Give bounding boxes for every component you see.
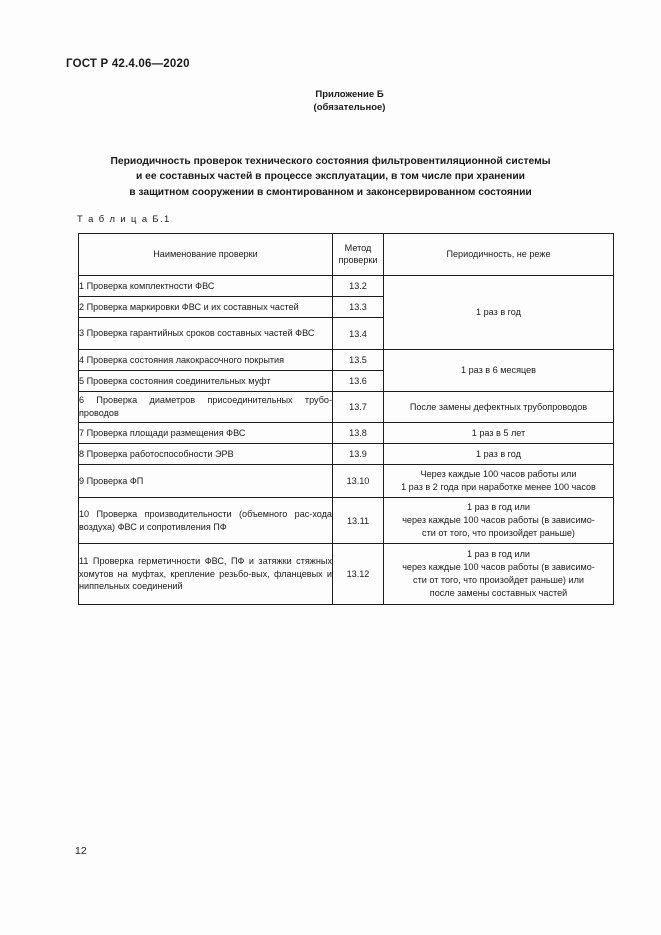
column-header-method-line-2: проверки: [338, 254, 378, 265]
appendix-label: Приложение Б: [315, 89, 384, 100]
check-method: 13.8: [332, 422, 384, 444]
table-row: 10 Проверка производительности (объемног…: [78, 497, 614, 544]
check-method: 13.2: [332, 275, 384, 297]
check-name: 8 Проверка работоспособности ЭРВ: [78, 443, 333, 465]
table-row: 3 Проверка гарантийных сроков составных …: [78, 317, 614, 350]
check-method: 13.12: [332, 543, 384, 605]
check-period-line-3: сти от того, что произойдет раньше): [422, 527, 575, 538]
checks-table: Наименование проверки Метод проверки Пер…: [78, 233, 614, 605]
check-name: 11 Проверка герметичности ФВС, ПФ и затя…: [78, 543, 333, 605]
page-title-line-1: Периодичность проверок технического сост…: [110, 156, 551, 167]
check-period-line-2: 1 раз в 2 года при наработке менее 100 ч…: [401, 482, 596, 492]
check-method: 13.9: [332, 443, 384, 465]
check-method: 13.7: [332, 391, 384, 423]
check-name: 9 Проверка ФП: [78, 464, 333, 498]
check-period-line-2: через каждые 100 часов работы (в зависим…: [402, 562, 595, 573]
appendix-caption: Приложение Б (обязательное): [0, 88, 661, 114]
page-number: 12: [75, 845, 87, 857]
check-method: 13.10: [332, 464, 384, 498]
check-name: 7 Проверка площади размещения ФВС: [78, 422, 333, 444]
check-name: 4 Проверка состояния лакокрасочного покр…: [78, 349, 333, 371]
check-name: 1 Проверка комплектности ФВС: [78, 275, 333, 297]
check-period-merged-4-5: 1 раз в 6 месяцев: [383, 349, 614, 392]
table-row: 7 Проверка площади размещения ФВС 13.8 1…: [78, 422, 614, 444]
table-row: 4 Проверка состояния лакокрасочного покр…: [78, 349, 614, 392]
check-period: После замены дефектных трубопроводов: [383, 391, 614, 423]
standard-header: ГОСТ Р 42.4.06—2020: [66, 58, 190, 70]
check-name: 5 Проверка состояния соединительных муфт: [78, 370, 333, 392]
column-header-name: Наименование проверки: [78, 233, 333, 276]
check-period: 1 раз в год или через каждые 100 часов р…: [383, 497, 614, 544]
check-period-line-4: после замены составных частей: [429, 587, 568, 598]
table-row: 9 Проверка ФП 13.10 Через каждые 100 час…: [78, 464, 614, 498]
page-title-line-2: и ее составных частей в процессе эксплуа…: [135, 171, 526, 183]
check-method: 13.3: [332, 296, 384, 318]
check-name: 2 Проверка маркировки ФВС и их составных…: [78, 296, 333, 318]
check-period: 1 раз в год: [383, 443, 614, 465]
checks-table-container: Наименование проверки Метод проверки Пер…: [78, 233, 614, 605]
table-caption: Т а б л и ц а Б.1: [77, 213, 171, 224]
check-name: 3 Проверка гарантийных сроков составных …: [78, 317, 333, 350]
appendix-status: (обязательное): [313, 102, 386, 113]
check-name: 10 Проверка производительности (объемног…: [78, 497, 333, 544]
check-method: 13.6: [332, 370, 384, 392]
check-method: 13.11: [332, 497, 384, 544]
check-period-line-2: через каждые 100 часов работы (в зависим…: [402, 515, 595, 526]
check-period: 1 раз в 5 лет: [383, 422, 614, 444]
table-header-row: Наименование проверки Метод проверки Пер…: [78, 233, 614, 276]
table-row: 5 Проверка состояния соединительных муфт…: [78, 370, 614, 392]
table-row: 6 Проверка диаметров присоединительных т…: [78, 391, 614, 423]
check-method: 13.4: [332, 317, 384, 350]
column-header-method-line-1: Метод: [344, 243, 372, 253]
check-method: 13.5: [332, 349, 384, 371]
check-period-line-1: Через каждые 100 часов работы или: [420, 469, 577, 480]
table-row: 1 Проверка комплектности ФВС 13.2 1 раз …: [78, 275, 614, 350]
table-row: 8 Проверка работоспособности ЭРВ 13.9 1 …: [78, 443, 614, 465]
check-period: Через каждые 100 часов работы или 1 раз …: [383, 464, 614, 498]
check-name: 6 Проверка диаметров присоединительных т…: [78, 391, 333, 423]
column-header-period: Периодичность, не реже: [383, 233, 614, 276]
page-title: Периодичность проверок технического сост…: [70, 154, 591, 200]
check-period-line-3: сти от того, что произойдет раньше) или: [413, 575, 584, 585]
check-period-line-1: 1 раз в год или: [467, 549, 530, 560]
check-period-line-1: 1 раз в год или: [467, 502, 530, 513]
check-period: 1 раз в год или через каждые 100 часов р…: [383, 543, 614, 605]
column-header-method: Метод проверки: [332, 233, 384, 276]
check-period-merged-1-3: 1 раз в год: [383, 275, 614, 350]
table-row: 11 Проверка герметичности ФВС, ПФ и затя…: [78, 543, 614, 605]
page-title-line-3: в защитном сооружении в смонтированном и…: [129, 186, 532, 198]
